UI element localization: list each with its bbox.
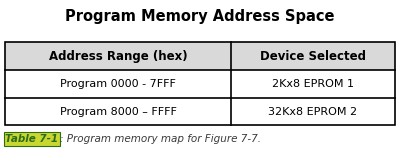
FancyBboxPatch shape [231, 98, 395, 125]
Text: Program Memory Address Space: Program Memory Address Space [65, 9, 335, 24]
Text: 2Kx8 EPROM 1: 2Kx8 EPROM 1 [272, 79, 354, 89]
Text: Device Selected: Device Selected [260, 50, 366, 63]
FancyBboxPatch shape [5, 42, 231, 70]
Text: 32Kx8 EPROM 2: 32Kx8 EPROM 2 [268, 107, 358, 117]
FancyBboxPatch shape [5, 70, 231, 98]
FancyBboxPatch shape [231, 42, 395, 70]
Text: : Program memory map for Figure 7-7.: : Program memory map for Figure 7-7. [60, 134, 261, 144]
Text: Program 0000 - 7FFF: Program 0000 - 7FFF [60, 79, 176, 89]
FancyBboxPatch shape [231, 70, 395, 98]
Text: Address Range (hex): Address Range (hex) [49, 50, 188, 63]
Text: Table 7-1: Table 7-1 [5, 134, 58, 144]
FancyBboxPatch shape [5, 98, 231, 125]
Text: Program 8000 – FFFF: Program 8000 – FFFF [60, 107, 177, 117]
